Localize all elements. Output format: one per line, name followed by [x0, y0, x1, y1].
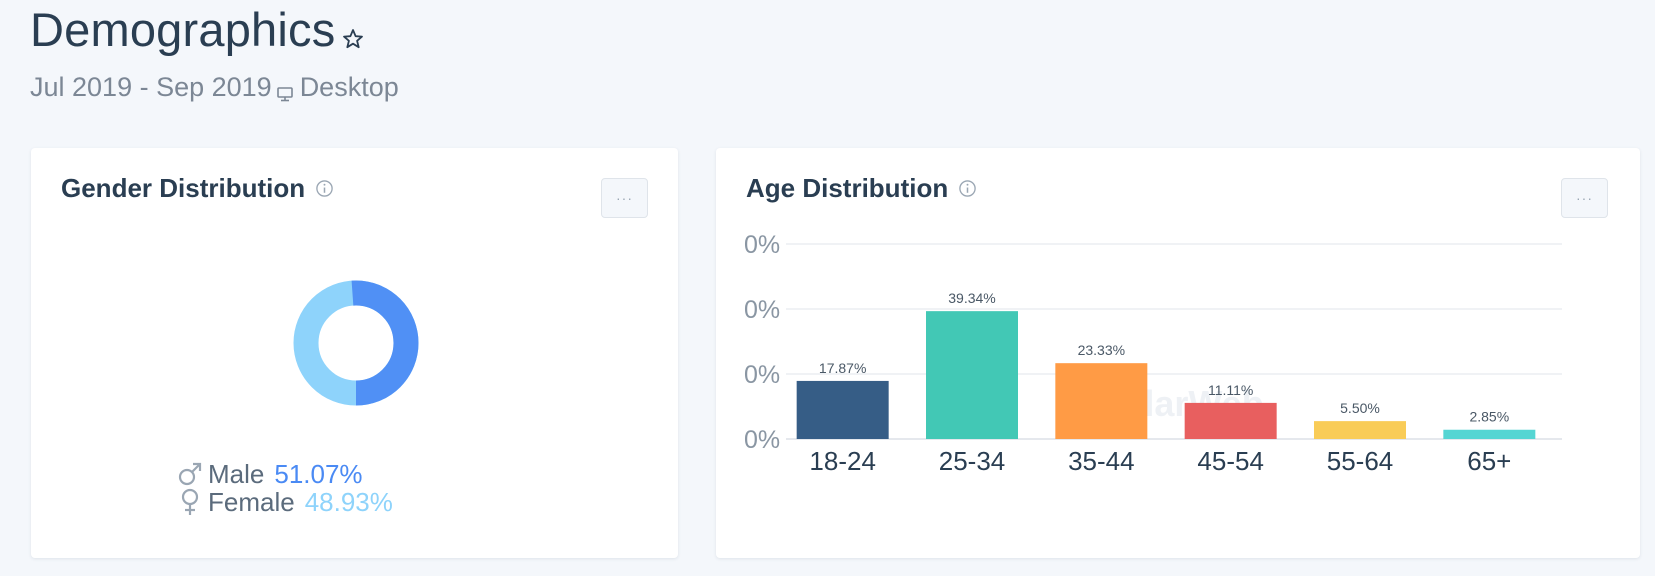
male-label: Male [208, 458, 265, 489]
bar-35-44 [1055, 363, 1148, 439]
male-symbol-icon [178, 462, 202, 486]
bar-65+ [1443, 429, 1536, 439]
bar-value-label: 11.11% [1208, 382, 1253, 398]
legend-female: Female 48.93% [176, 486, 393, 517]
bar-55-64 [1314, 421, 1406, 439]
info-icon[interactable] [958, 179, 977, 198]
gender-distribution-card: Gender Distribution ··· Male 51.07% [31, 148, 678, 558]
age-bar-chart: 0%0%0%0%SimilarWeb17.87%18-2439.34%25-34… [744, 231, 1562, 476]
desktop-icon [276, 86, 293, 101]
female-symbol-icon [181, 488, 199, 515]
donut-male-slice [293, 280, 419, 406]
bar-25-34 [926, 311, 1018, 439]
date-range: Jul 2019 - Sep 2019 [30, 72, 272, 102]
page-subtitle: Jul 2019 - Sep 2019 Desktop [30, 72, 399, 103]
y-tick-label: 0% [744, 361, 780, 389]
y-tick-label: 0% [744, 231, 780, 259]
bar-value-label: 2.85% [1469, 409, 1509, 425]
bar-18-24 [796, 380, 889, 439]
x-tick-label: 18-24 [809, 446, 876, 476]
y-tick-label: 0% [744, 296, 780, 324]
legend-male: Male 51.07% [176, 458, 393, 489]
y-tick-label: 0% [744, 426, 780, 454]
age-more-button[interactable]: ··· [1561, 178, 1608, 218]
x-tick-label: 25-34 [939, 446, 1006, 476]
star-icon[interactable] [341, 27, 365, 51]
male-value: 51.07% [274, 458, 363, 489]
age-distribution-card: Age Distribution ··· 0% 0% 0% 0% SimilarWeb 1… [716, 148, 1640, 558]
x-tick-label: 65+ [1467, 446, 1511, 476]
gender-donut-chart [293, 280, 419, 406]
bar-45-54 [1184, 402, 1277, 439]
device-label: Desktop [299, 72, 399, 102]
info-icon[interactable] [315, 179, 334, 198]
bar-value-label: 5.50% [1340, 400, 1380, 416]
female-label: Female [208, 486, 295, 517]
female-value: 48.93% [304, 486, 393, 517]
page-title: Demographics [30, 2, 365, 57]
gender-card-title-text: Gender Distribution [61, 173, 306, 203]
page-title-text: Demographics [30, 3, 336, 56]
gender-card-title: Gender Distribution [61, 173, 334, 204]
age-card-title: Age Distribution [746, 173, 977, 204]
bar-value-label: 17.87% [819, 360, 866, 376]
gender-legend: Male 51.07% Female 48.93% [176, 458, 393, 517]
x-tick-label: 45-54 [1197, 446, 1264, 476]
gender-more-button[interactable]: ··· [601, 178, 648, 218]
bar-value-label: 23.33% [1078, 342, 1125, 358]
x-tick-label: 55-64 [1327, 446, 1394, 476]
bar-value-label: 39.34% [948, 290, 995, 306]
age-card-title-text: Age Distribution [746, 173, 949, 203]
x-tick-label: 35-44 [1068, 446, 1135, 476]
